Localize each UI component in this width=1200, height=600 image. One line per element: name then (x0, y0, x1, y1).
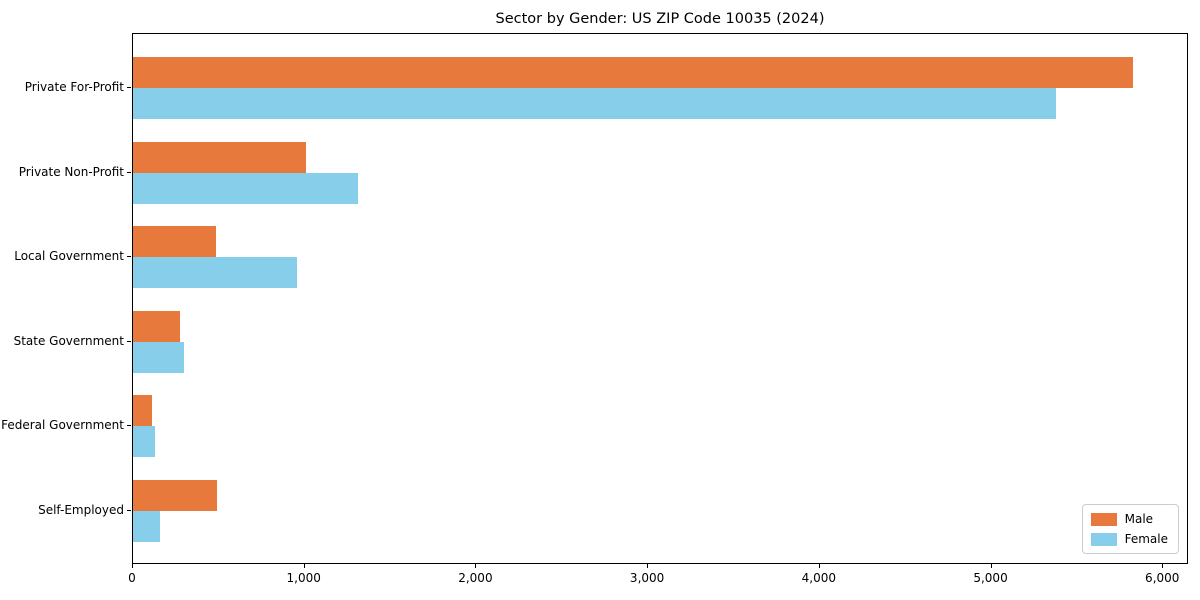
bar-male-1 (133, 57, 1133, 88)
y-axis-label: Federal Government (1, 418, 124, 433)
y-tick-mark (127, 256, 131, 258)
bar-female-4 (133, 341, 185, 373)
bar-female-3 (133, 257, 297, 289)
y-axis-label: Self-Employed (38, 503, 124, 517)
legend-item-female: Female (1090, 532, 1168, 546)
legend-label: Female (1124, 532, 1168, 546)
legend-swatch-female (1090, 532, 1117, 546)
x-tick-label: 6,000 (1145, 571, 1180, 585)
x-tick-label: 4,000 (801, 571, 837, 585)
y-tick-mark (127, 171, 131, 173)
legend-item-male: Male (1090, 512, 1168, 526)
bar-female-6 (133, 511, 161, 542)
y-tick-mark (127, 510, 131, 511)
x-tick-label: 2,000 (458, 571, 493, 585)
x-tick-mark (818, 564, 820, 568)
x-tick-mark (132, 564, 133, 568)
y-axis-label: Private For-Profit (24, 80, 124, 94)
bar-female-1 (133, 88, 1056, 119)
bar-male-5 (133, 395, 152, 427)
bar-female-5 (133, 426, 156, 458)
x-tick-mark (475, 564, 477, 568)
bar-male-6 (133, 480, 217, 511)
x-tick-label: 1,000 (286, 571, 321, 585)
chart-title: Sector by Gender: US ZIP Code 10035 (202… (495, 11, 825, 27)
legend-label: Male (1124, 512, 1154, 526)
bar-male-4 (133, 310, 181, 342)
bar-female-2 (133, 172, 359, 204)
plot-area: Male Female (132, 33, 1188, 564)
x-tick-mark (647, 564, 649, 568)
x-tick-label: 5,000 (973, 571, 1008, 585)
x-tick-mark (1162, 564, 1164, 568)
y-tick-mark (127, 87, 131, 88)
legend: Male Female (1081, 504, 1179, 554)
y-axis-label: State Government (13, 333, 124, 348)
y-tick-mark (127, 340, 131, 342)
x-tick-mark (303, 564, 305, 568)
bar-male-3 (133, 226, 217, 258)
legend-swatch-male (1090, 512, 1117, 526)
x-tick-label: 3,000 (629, 571, 665, 585)
bar-male-2 (133, 141, 307, 173)
x-tick-label: 0 (128, 571, 136, 585)
y-axis-label: Private Non-Profit (18, 164, 124, 179)
y-axis-label: Local Government (14, 249, 124, 264)
y-tick-mark (127, 425, 131, 427)
x-tick-mark (990, 564, 992, 568)
